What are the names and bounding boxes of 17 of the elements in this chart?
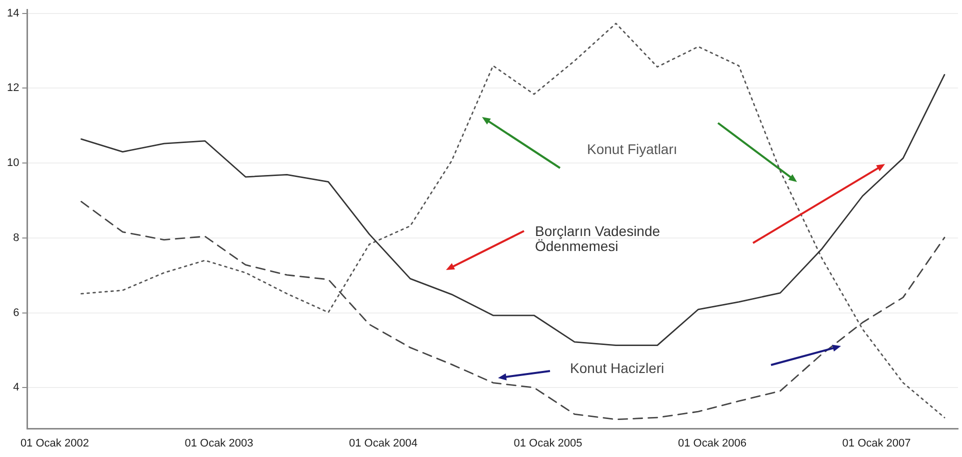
y-tick-label: 12 xyxy=(6,82,20,94)
text: Konut Fiyatları xyxy=(587,141,678,157)
text: Konut Hacizleri xyxy=(570,360,666,376)
x-tick-label: 01 Ocak 2004 xyxy=(349,437,418,450)
line-series xyxy=(80,22,946,418)
x-tick-label: 01 Ocak 2003 xyxy=(184,437,254,450)
x-tick-label: 01 Ocak 2006 xyxy=(678,437,747,450)
x-tick-label: 01 Ocak 2005 xyxy=(514,437,582,450)
y-tick-label: 6 xyxy=(13,306,20,319)
line-series xyxy=(80,200,946,420)
x-tick-label: 01 Ocak 2007 xyxy=(842,437,911,450)
x-tick-label: 01 Ocak 2002 xyxy=(20,437,89,450)
y-tick-label: 10 xyxy=(6,157,20,170)
text: Borçların Vadesinde Ödenmemesi xyxy=(535,223,662,254)
y-tick-label: 4 xyxy=(13,382,20,394)
y-tick-label: 14 xyxy=(6,7,20,20)
y-tick-label: 8 xyxy=(13,232,20,244)
